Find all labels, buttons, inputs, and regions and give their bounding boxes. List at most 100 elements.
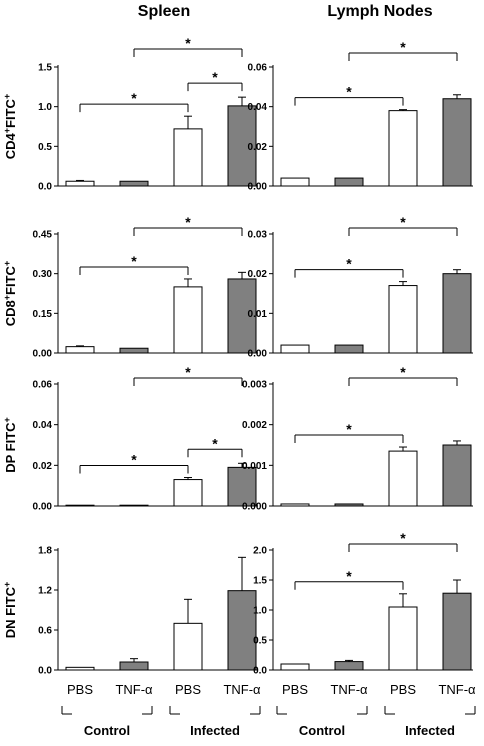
- significance-star: *: [131, 90, 137, 106]
- significance-bracket-3: *: [187, 435, 243, 458]
- significance-star: *: [346, 421, 352, 437]
- significance-star: *: [400, 530, 406, 546]
- x-category-label: PBS: [175, 682, 201, 697]
- significance-bracket-2: *: [133, 214, 243, 236]
- y-tick-label: 0.45: [33, 230, 53, 241]
- bar-3: [388, 110, 418, 187]
- row-label-sup: +: [2, 417, 12, 422]
- significance-star: *: [185, 214, 191, 230]
- x-category-label: PBS: [67, 682, 93, 697]
- row-labels: CD4+FITC+CD8+FITC+DP FITC+DN FITC+: [2, 94, 18, 638]
- significance-star: *: [131, 452, 137, 468]
- y-tick-label: 0.15: [33, 309, 53, 320]
- y-tick-label: 0.03: [248, 230, 268, 241]
- x-category-label: TNF-α: [438, 682, 476, 697]
- bar-1: [65, 180, 95, 187]
- y-tick-label: 0.001: [242, 461, 267, 472]
- bar-1: [65, 346, 95, 354]
- significance-bracket-2: *: [133, 35, 243, 57]
- bar-1: [65, 666, 95, 671]
- y-tick-label: 0.000: [242, 502, 267, 513]
- bar-3: [388, 450, 418, 507]
- bar-4: [227, 278, 257, 354]
- group-bracket-infected: Infected: [169, 706, 261, 738]
- row-label-mid: FITC: [3, 98, 18, 127]
- bar-3: [173, 128, 203, 187]
- y-tick-label: 1.5: [38, 63, 52, 74]
- row-label-main: CD4: [3, 132, 18, 159]
- x-axis-categories: PBS TNF-α PBS TNF-α Control Infected PBS TNF-α P…: [61, 682, 476, 738]
- y-tick-label: 0.02: [248, 269, 268, 280]
- bar-1: [280, 663, 310, 671]
- row-label-sup: +: [2, 582, 12, 587]
- significance-star: *: [212, 435, 218, 451]
- bar-3: [173, 286, 203, 354]
- bar-2: [119, 347, 149, 354]
- group-label: Control: [84, 723, 130, 738]
- significance-star: *: [400, 39, 406, 55]
- panel-lymph-nodes-row-3: 0.000 0.001 0.002 0.003 * *: [242, 364, 473, 513]
- y-tick-label: 0.6: [38, 626, 52, 637]
- bar-4: [227, 466, 257, 507]
- significance-bracket-2: *: [133, 364, 243, 386]
- y-tick-label: 0.0: [38, 666, 52, 677]
- group-bracket-control: Control: [276, 706, 368, 738]
- y-tick-label: 2.0: [253, 546, 267, 557]
- bar-3: [173, 479, 203, 507]
- y-tick-label: 0.04: [33, 420, 53, 431]
- group-label: Infected: [405, 723, 455, 738]
- significance-bracket-1: *: [79, 90, 189, 113]
- y-tick-label: 0.0: [38, 182, 52, 193]
- row-label-2: CD8+FITC+: [2, 261, 18, 326]
- significance-star: *: [400, 214, 406, 230]
- column-title-spleen: Spleen: [138, 3, 190, 20]
- y-tick-label: 1.5: [253, 576, 267, 587]
- significance-bracket-1: *: [79, 452, 189, 474]
- bar-2: [119, 661, 149, 671]
- group-bracket-control: Control: [61, 706, 153, 738]
- significance-star: *: [400, 364, 406, 380]
- y-tick-label: 0.30: [33, 269, 53, 280]
- row-label-sup: +: [2, 94, 12, 99]
- bar-1: [280, 344, 310, 354]
- bar-4: [442, 98, 472, 187]
- y-tick-label: 0.003: [242, 380, 267, 391]
- x-category-label: TNF-α: [330, 682, 368, 697]
- x-category-label: PBS: [390, 682, 416, 697]
- row-label-main: CD8: [3, 300, 18, 326]
- bar-1: [280, 177, 310, 187]
- significance-bracket-1: *: [294, 568, 404, 590]
- bar-2: [119, 504, 149, 507]
- bar-4: [442, 273, 472, 354]
- y-tick-label: 1.0: [253, 606, 267, 617]
- bar-4: [442, 592, 472, 671]
- x-category-label: TNF-α: [223, 682, 261, 697]
- panel-lymph-nodes-row-2: 0.00 0.01 0.02 0.03 * *: [248, 214, 473, 360]
- row-label-sup: +: [2, 261, 12, 266]
- y-tick-label: 1.2: [38, 586, 52, 597]
- row-label-sup: +: [2, 295, 12, 300]
- y-tick-label: 1.8: [38, 546, 52, 557]
- y-tick-label: 0.02: [33, 461, 53, 472]
- row-label-3: DP FITC+: [2, 417, 18, 473]
- row-label-main: DN FITC: [3, 586, 18, 638]
- bar-1: [65, 504, 95, 507]
- significance-star: *: [346, 568, 352, 584]
- panel-spleen-row-2: 0.00 0.15 0.30 0.45 * *: [33, 214, 258, 360]
- y-tick-label: 0.00: [33, 502, 53, 513]
- bar-4: [442, 444, 472, 507]
- y-tick-label: 0.0: [253, 666, 267, 677]
- bar-3: [173, 622, 203, 671]
- panel-lymph-nodes-row-1: 0.00 0.02 0.04 0.06 * *: [248, 39, 473, 193]
- group-label: Infected: [190, 723, 240, 738]
- row-label-main: DP FITC: [3, 422, 18, 473]
- bar-3: [388, 285, 418, 354]
- y-tick-label: 0.00: [248, 182, 268, 193]
- y-tick-label: 0.06: [33, 380, 53, 391]
- significance-bracket-1: *: [294, 421, 404, 444]
- y-tick-label: 0.002: [242, 420, 267, 431]
- panel-spleen-row-1: 0.0 0.5 1.0 1.5 * * *: [38, 35, 258, 193]
- significance-bracket-1: *: [79, 253, 189, 275]
